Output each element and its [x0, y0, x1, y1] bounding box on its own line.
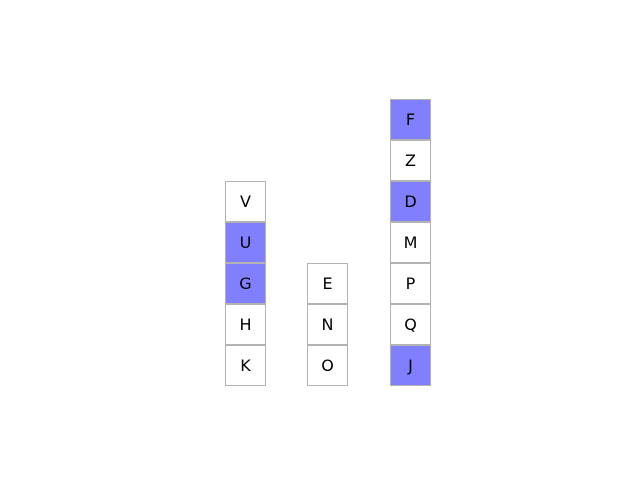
block-z[interactable]: Z: [390, 140, 431, 181]
block-f[interactable]: F: [390, 99, 431, 140]
block-m[interactable]: M: [390, 222, 431, 263]
block-e[interactable]: E: [307, 263, 348, 304]
block-q[interactable]: Q: [390, 304, 431, 345]
block-d[interactable]: D: [390, 181, 431, 222]
block-v[interactable]: V: [225, 181, 266, 222]
block-u[interactable]: U: [225, 222, 266, 263]
block-n[interactable]: N: [307, 304, 348, 345]
block-k[interactable]: K: [225, 345, 266, 386]
block-j[interactable]: J: [390, 345, 431, 386]
block-o[interactable]: O: [307, 345, 348, 386]
block-p[interactable]: P: [390, 263, 431, 304]
block-h[interactable]: H: [225, 304, 266, 345]
block-g[interactable]: G: [225, 263, 266, 304]
